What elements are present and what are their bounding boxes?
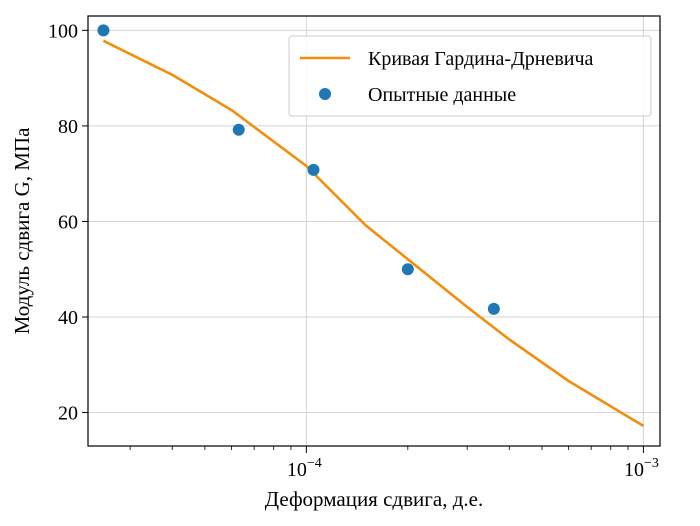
x-tick-label: 10−3 [624,456,659,481]
x-axis-label: Деформация сдвига, д.е. [265,487,483,511]
y-tick-label: 20 [58,403,78,425]
legend-box [288,35,652,117]
axis-ticks: 20 40 60 80 100 10−4 10−3 [48,20,659,481]
legend: Кривая Гардина-Дрневича Опытные данные [288,35,652,117]
y-tick-label: 60 [58,211,78,233]
data-point [232,123,245,136]
x-tick-label: 10−4 [287,456,322,481]
data-point [401,263,414,276]
y-tick-label: 80 [58,116,78,138]
y-axis-label: Модуль сдвига G, МПа [10,127,34,334]
legend-entry-data: Опытные данные [368,84,516,106]
plot-area [97,24,645,428]
data-point [487,302,500,315]
axes-frame [87,15,661,447]
y-tick-label: 100 [48,20,78,42]
y-tick-label: 40 [58,307,78,329]
legend-marker-swatch [319,88,331,100]
series-line-curve [102,39,645,428]
data-point [307,163,320,176]
data-point [97,24,110,37]
legend-entry-curve: Кривая Гардина-Дрневича [368,48,594,70]
